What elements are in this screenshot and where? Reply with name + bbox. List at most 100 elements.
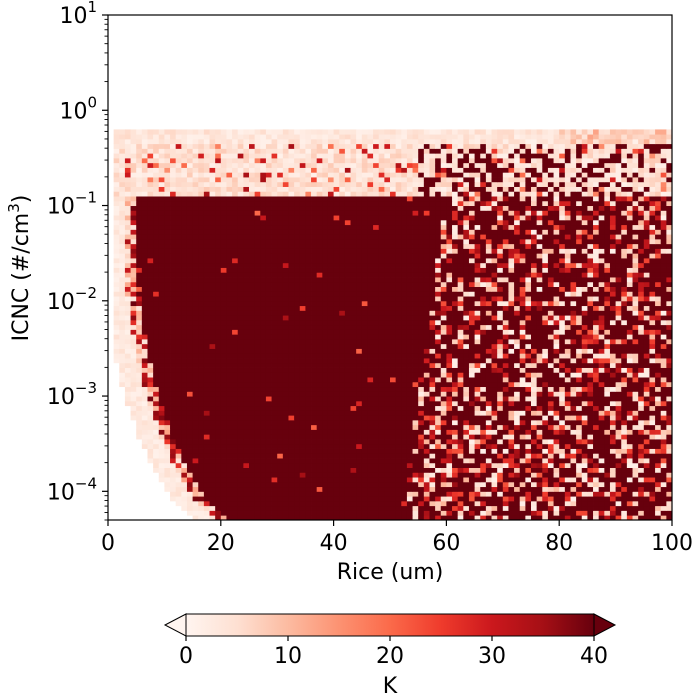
heatmap-cell [305,286,312,292]
heatmap-cell [356,515,363,520]
heatmap-cell [660,339,667,345]
heatmap-cell [361,305,368,311]
heatmap-cell [452,415,459,421]
heatmap-cell [547,281,554,287]
heatmap-cell [367,358,374,364]
heatmap-cell [609,353,616,359]
heatmap-cell [147,400,154,407]
heatmap-cell [277,424,284,430]
heatmap-cell [136,353,143,359]
heatmap-cell [119,281,126,287]
heatmap-cell [418,296,425,302]
heatmap-cell [305,505,312,511]
heatmap-cell [164,391,171,397]
heatmap-cell [463,367,470,373]
heatmap-cell [626,429,633,435]
heatmap-cell [170,462,177,468]
heatmap-cell [547,367,554,373]
heatmap-cell [666,396,672,402]
heatmap-cell [175,372,182,378]
heatmap-cell [576,362,583,368]
heatmap-cell [260,286,267,292]
heatmap-cell [327,381,334,388]
heatmap-cell [192,334,199,340]
heatmap-cell [536,329,543,335]
heatmap-cell [243,448,250,454]
heatmap-cell [480,443,487,449]
heatmap-cell [282,491,289,497]
heatmap-cell [649,291,656,297]
heatmap-cell [294,300,301,307]
heatmap-cell [457,334,464,340]
heatmap-cell [254,491,261,497]
heatmap-cell [356,486,363,492]
heatmap-cell [615,353,622,359]
heatmap-cell [339,419,346,426]
heatmap-cell [395,281,402,287]
heatmap-cell [367,286,374,292]
heatmap-cell [587,286,594,292]
heatmap-cell [254,296,261,302]
heatmap-cell [311,305,318,311]
heatmap-cell [485,348,492,354]
heatmap-cell [299,429,306,435]
heatmap-cell [384,419,391,426]
heatmap-cell [181,348,188,354]
heatmap-cell [311,334,318,340]
heatmap-cell [508,434,515,440]
heatmap-cell [220,429,227,435]
heatmap-cell [175,467,182,473]
heatmap-cell [220,386,227,392]
heatmap-cell [378,324,385,330]
heatmap-cell [316,353,323,359]
heatmap-cell [615,310,622,316]
heatmap-cell [519,353,526,359]
heatmap-cell [474,429,481,435]
heatmap-cell [220,381,227,388]
heatmap-cell [452,439,459,445]
heatmap-cell [265,267,272,273]
heatmap-cell [226,324,233,330]
heatmap-cell [378,315,385,321]
heatmap-cell [587,453,594,459]
heatmap-cell [485,448,492,454]
heatmap-cell [175,405,182,411]
heatmap-cell [604,339,611,345]
heatmap-cell [502,429,509,435]
heatmap-cell [553,439,560,445]
heatmap-cell [621,348,628,354]
heatmap-cell [316,467,323,473]
heatmap-cell [514,300,521,307]
heatmap-cell [198,334,205,340]
heatmap-cell [158,439,165,445]
heatmap-cell [525,310,532,316]
heatmap-cell [508,410,515,416]
heatmap-cell [547,491,554,497]
heatmap-cell [271,458,278,464]
heatmap-cell [457,319,464,326]
heatmap-cell [265,400,272,407]
heatmap-cell [480,486,487,492]
heatmap-cell [288,415,295,421]
heatmap-cell [175,377,182,383]
heatmap-cell [452,300,459,307]
heatmap-cell [322,296,329,302]
heatmap-cell [423,391,430,397]
heatmap-cell [440,315,447,321]
heatmap-cell [457,434,464,440]
heatmap-cell [350,410,357,416]
heatmap-cell [170,381,177,388]
heatmap-cell [440,339,447,345]
heatmap-cell [401,291,408,297]
heatmap-cell [333,419,340,426]
heatmap-cell [412,429,419,435]
heatmap-cell [277,510,284,516]
heatmap-cell [502,343,509,349]
heatmap-cell [468,467,475,473]
heatmap-cell [305,339,312,345]
heatmap-cell [429,277,436,283]
heatmap-cell [497,329,504,335]
heatmap-cell [373,486,380,492]
heatmap-cell [598,477,605,483]
heatmap-cell [260,486,267,492]
